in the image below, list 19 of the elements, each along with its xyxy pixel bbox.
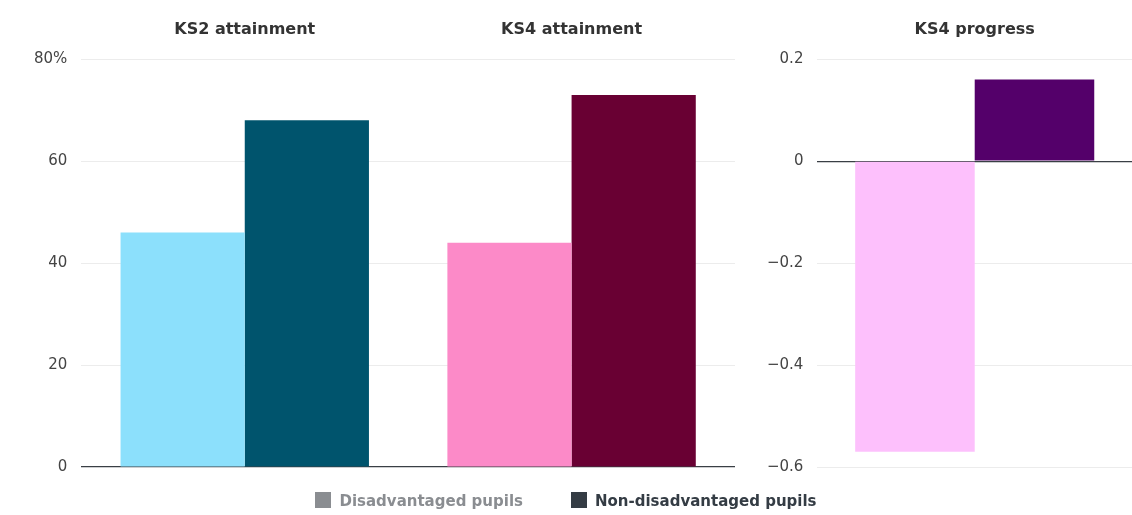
- bar: [244, 120, 369, 467]
- x-tick-label: KS2 attainment: [174, 18, 316, 38]
- y-tick-label: 0.2: [779, 49, 804, 68]
- y-tick-label: 0: [57, 456, 68, 475]
- y-tick-label: 0: [793, 151, 804, 170]
- y-tick-label: 40: [48, 252, 68, 271]
- y-tick-label: −0.6: [766, 456, 804, 475]
- series-label: Non-disadvantaged pupils: [594, 492, 817, 510]
- y-tick-label: 20: [48, 354, 68, 373]
- y-tick-label: 60: [48, 151, 68, 170]
- y-tick-label: −0.2: [766, 252, 804, 271]
- x-tick-label: KS4 attainment: [501, 18, 643, 38]
- series-label: Disadvantaged pupils: [339, 492, 523, 510]
- y-tick-label: −0.4: [766, 354, 804, 373]
- bar: [571, 94, 696, 467]
- bar: [120, 232, 245, 467]
- x-tick-label: KS4 progress: [914, 18, 1035, 38]
- bar: [447, 242, 572, 467]
- y-tick-label: 80%: [34, 49, 68, 68]
